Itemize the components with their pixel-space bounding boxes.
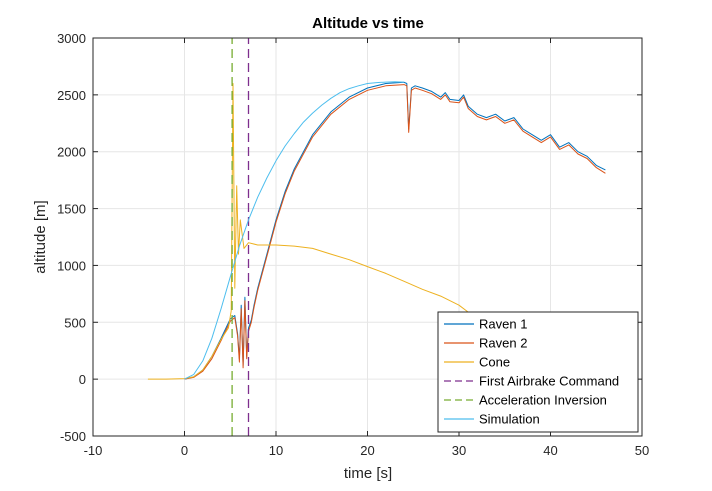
x-tick-label: 20 [360, 443, 374, 458]
y-tick-label: 1500 [57, 202, 86, 217]
series-line-simulation [184, 81, 405, 380]
x-tick-label: 40 [543, 443, 557, 458]
y-tick-label: 3000 [57, 31, 86, 46]
y-tick-label: 500 [64, 315, 86, 330]
legend-label-cone: Cone [479, 355, 510, 370]
x-tick-label: 50 [635, 443, 649, 458]
y-tick-label: -500 [60, 429, 86, 444]
x-tick-label: -10 [84, 443, 103, 458]
series-layer [147, 38, 606, 436]
legend-label-simulation: Simulation [479, 412, 540, 427]
legend-label-first-airbrake-command: First Airbrake Command [479, 374, 619, 389]
y-axis-label: altitude [m] [32, 200, 49, 273]
y-tick-label: 0 [79, 372, 86, 387]
x-tick-label: 0 [181, 443, 188, 458]
legend-label-raven-1: Raven 1 [479, 317, 527, 332]
x-tick-label: 10 [269, 443, 283, 458]
x-tick-label: 30 [452, 443, 466, 458]
series-line-raven-2 [184, 84, 606, 380]
legend-box [437, 311, 639, 433]
y-tick-label: 2000 [57, 145, 86, 160]
legend: Raven 1 Raven 2 Cone First Airbrake Command… [437, 311, 639, 433]
legend-label-raven-2: Raven 2 [479, 336, 527, 351]
legend-label-acceleration-inversion: Acceleration Inversion [479, 393, 607, 408]
x-axis-label: time [s] [344, 465, 392, 482]
series-line-cone [147, 83, 483, 380]
tick-labels: -10 0 10 20 30 40 50 -500 0 500 1000 1500 2000 2500 30… [57, 31, 649, 458]
y-tick-label: 2500 [57, 88, 86, 103]
chart-title: Altitude vs time [312, 15, 424, 32]
y-tick-label: 1000 [57, 258, 86, 273]
